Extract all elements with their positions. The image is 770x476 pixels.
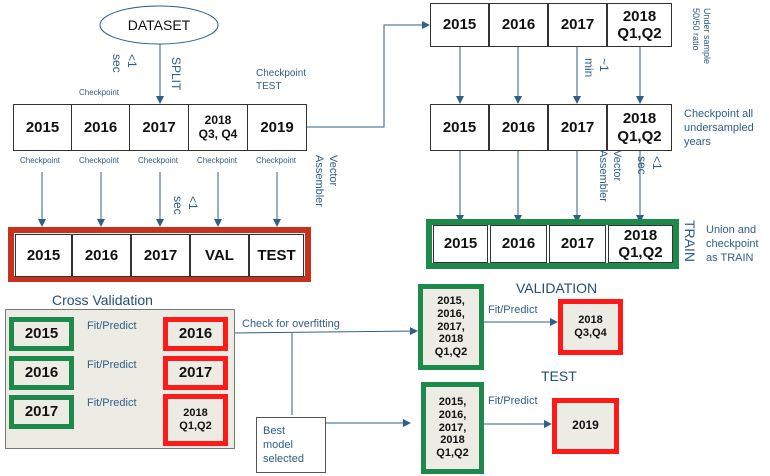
undersample-2018: 2018 Q1,Q2 xyxy=(607,3,672,47)
assembled-row-frame xyxy=(8,227,311,282)
split-2016: 2016 xyxy=(71,104,130,151)
validation-train-box: 2015, 2016, 2017, 2018 Q1,Q2 xyxy=(418,284,484,370)
undersample-2017: 2017 xyxy=(548,3,607,47)
assembled-2016: 2016 xyxy=(72,234,131,277)
checkpoint-all-note: Checkpoint all undersampled years xyxy=(684,108,754,148)
assembled-val: VAL xyxy=(190,234,249,277)
checkpoint-label-2017: Checkpoint xyxy=(138,156,179,165)
train-2018: 2018 Q1,Q2 xyxy=(608,225,673,263)
undersample-time: ~1 min xyxy=(582,58,611,78)
cv-train-2016: 2016 xyxy=(9,356,74,390)
validation-result-box: 2018 Q3,Q4 xyxy=(558,299,623,355)
cv-train-2015: 2015 xyxy=(9,317,74,351)
test-train-box: 2015, 2016, 2017, 2018 Q1,Q2 xyxy=(421,382,484,474)
assembled-test: TEST xyxy=(249,234,304,277)
split-label: SPLIT xyxy=(169,57,183,91)
cv-test-2018: 2018 Q1,Q2 xyxy=(163,394,228,446)
split-2017: 2017 xyxy=(129,104,189,151)
undersample-note: Under sample 50/50 ratio xyxy=(691,8,712,65)
checkpoint-label-2018: Checkpoint xyxy=(197,156,238,165)
train-2016: 2016 xyxy=(490,225,547,263)
assembled-2017: 2017 xyxy=(131,234,190,277)
best-model-label: Best model selected xyxy=(263,425,304,465)
test-result-box: 2019 xyxy=(552,398,619,454)
checkpoint-label-split: Checkpoint xyxy=(79,88,120,97)
train-2017: 2017 xyxy=(549,225,606,263)
checkpoint-2015: 2015 xyxy=(430,104,489,151)
assembler-time-right: <1 sec xyxy=(635,156,664,175)
cv-train-2017: 2017 xyxy=(9,395,74,429)
validation-title: VALIDATION xyxy=(516,280,598,296)
split-2015: 2015 xyxy=(13,104,72,151)
cv-test-2017: 2017 xyxy=(163,356,228,390)
cv-fit-predict-1: Fit/Predict xyxy=(87,320,137,332)
vector-assembler-right: Vector Assembler xyxy=(597,150,623,202)
train-note: Union and checkpoint as TRAIN xyxy=(706,224,759,264)
best-model-box xyxy=(256,417,326,473)
undersample-2015: 2015 xyxy=(430,3,489,47)
checkpoint-label-2015: Checkpoint xyxy=(20,156,61,165)
test-fit-predict: Fit/Predict xyxy=(488,395,538,407)
validation-fit-predict: Fit/Predict xyxy=(488,304,538,316)
checkpoint-label-2016: Checkpoint xyxy=(79,156,120,165)
train-row-frame xyxy=(426,219,679,269)
split-2019: 2019 xyxy=(247,104,307,151)
split-time: <1 sec xyxy=(110,54,139,73)
cross-validation-title: Cross Validation xyxy=(52,292,153,308)
cv-fit-predict-3: Fit/Predict xyxy=(87,397,137,409)
assembled-2015: 2015 xyxy=(15,234,72,277)
checkpoint-2016: 2016 xyxy=(489,104,548,151)
assembler-time-left: <1 sec xyxy=(171,196,200,215)
vector-assembler-left: Vector Assembler xyxy=(313,155,339,207)
split-2018-q3q4: 2018 Q3, Q4 xyxy=(188,104,248,151)
checkpoint-test-label: Checkpoint TEST xyxy=(256,68,307,92)
undersample-2016: 2016 xyxy=(489,3,548,47)
train-label: TRAIN xyxy=(682,220,698,262)
checkpoint-2018: 2018 Q1,Q2 xyxy=(607,104,672,151)
cv-test-2016: 2016 xyxy=(163,317,228,351)
checkpoint-label-2019: Checkpoint xyxy=(256,156,297,165)
test-title: TEST xyxy=(541,368,577,384)
train-2015: 2015 xyxy=(433,225,488,263)
dataset-label: DATASET xyxy=(127,16,191,33)
overfitting-label: Check for overfitting xyxy=(242,318,340,330)
cv-fit-predict-2: Fit/Predict xyxy=(87,359,137,371)
checkpoint-2017: 2017 xyxy=(548,104,607,151)
